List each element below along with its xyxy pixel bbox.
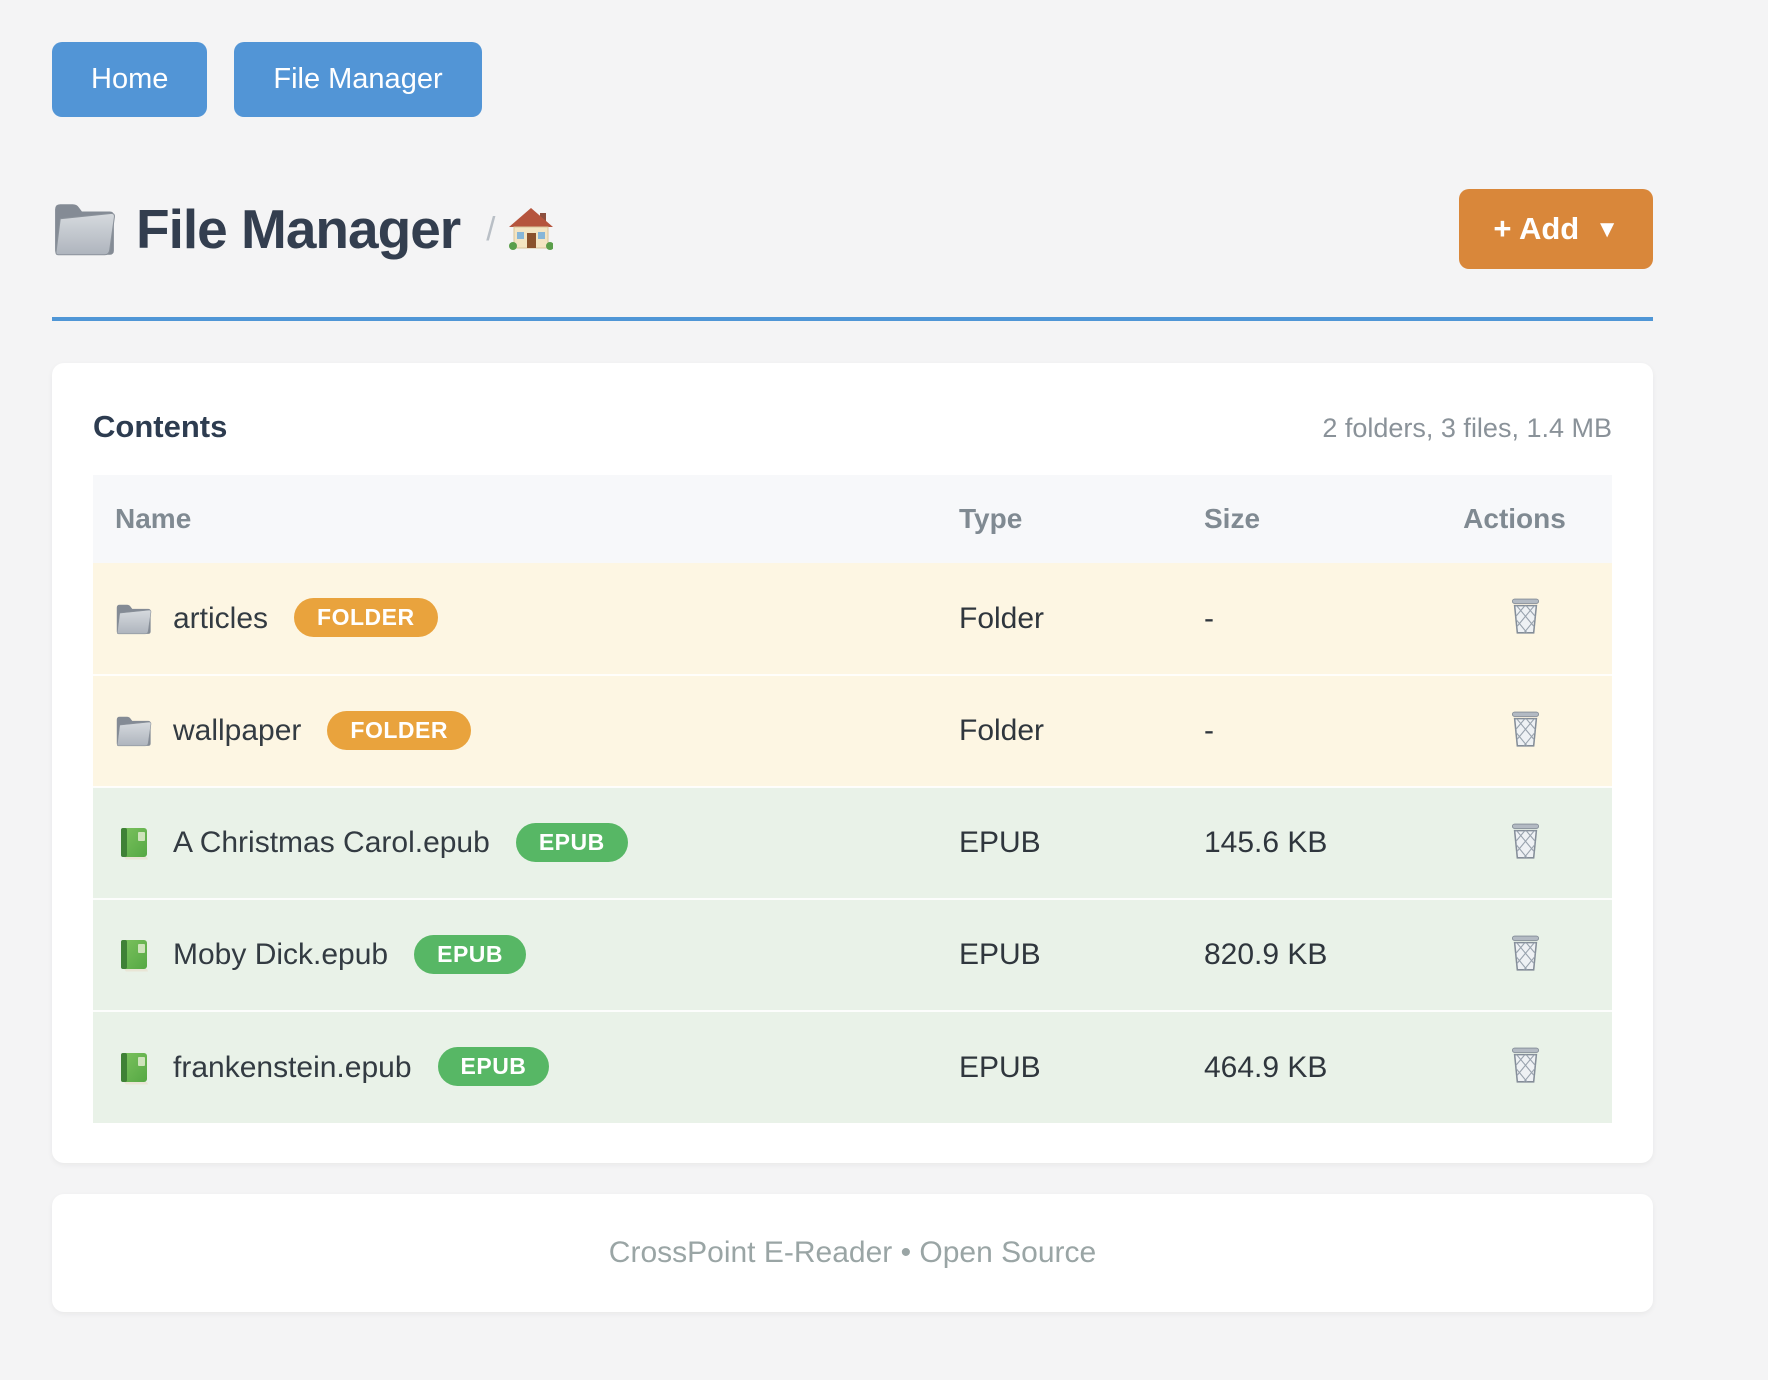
trash-icon [1509, 711, 1542, 748]
file-size: 820.9 KB [1182, 898, 1417, 1011]
contents-card: Contents 2 folders, 3 files, 1.4 MB Name… [52, 363, 1653, 1163]
file-type: EPUB [937, 786, 1182, 899]
breadcrumb-separator: / [486, 210, 496, 247]
file-table: Name Type Size Actions articles FOLDER Fold… [93, 475, 1612, 1123]
file-size: 145.6 KB [1182, 786, 1417, 899]
delete-button[interactable] [1505, 1043, 1546, 1088]
file-name-link[interactable]: articles [173, 601, 269, 635]
file-size: 464.9 KB [1182, 1010, 1417, 1123]
folder-icon [116, 603, 152, 634]
contents-card-header: Contents 2 folders, 3 files, 1.4 MB [93, 403, 1612, 445]
table-row: wallpaper FOLDER Folder - [93, 674, 1612, 787]
type-badge: EPUB [515, 822, 628, 862]
type-badge: FOLDER [294, 598, 438, 637]
table-row: Moby Dick.epub EPUB EPUB 820.9 KB [93, 898, 1612, 1011]
type-badge: EPUB [437, 1047, 550, 1086]
file-type: Folder [959, 601, 1045, 635]
table-header-row: Name Type Size Actions [93, 475, 1612, 563]
header-divider [52, 317, 1653, 321]
file-name-link[interactable]: A Christmas Carol.epub [173, 826, 490, 859]
page: Home File Manager File Manager / + Add ▼… [52, 42, 1653, 1312]
footer-text: CrossPoint E-Reader • Open Source [608, 1236, 1097, 1269]
trash-icon [1509, 935, 1542, 972]
page-title: File Manager [136, 198, 461, 260]
file-name-cell: wallpaper FOLDER [115, 710, 937, 751]
green-book-icon [121, 1052, 148, 1084]
table-row: A Christmas Carol.epub EPUB EPUB 145.6 K… [93, 786, 1612, 899]
table-row: articles FOLDER Folder - [93, 563, 1612, 675]
folder-icon [54, 203, 115, 256]
delete-button[interactable] [1505, 594, 1546, 639]
file-name-cell: frankenstein.epub EPUB [115, 1047, 937, 1087]
file-name-link[interactable]: frankenstein.epub [173, 1050, 412, 1084]
type-badge: EPUB [414, 934, 527, 974]
file-name-link[interactable]: Moby Dick.epub [173, 938, 389, 971]
add-button-label: + Add [1493, 211, 1580, 246]
file-name-cell: Moby Dick.epub EPUB [115, 934, 937, 975]
file-type: EPUB [937, 1010, 1182, 1123]
caret-down-icon: ▼ [1595, 216, 1619, 243]
column-header-actions: Actions [1417, 475, 1612, 563]
column-header-name: Name [93, 475, 937, 563]
trash-icon [1509, 1047, 1542, 1084]
file-type: EPUB [937, 898, 1182, 1011]
contents-summary: 2 folders, 3 files, 1.4 MB [1322, 413, 1612, 443]
nav-home-button[interactable]: Home [52, 42, 208, 117]
file-name-cell: A Christmas Carol.epub EPUB [115, 822, 937, 863]
green-book-icon [121, 940, 148, 972]
table-row: frankenstein.epub EPUB EPUB 464.9 KB [93, 1010, 1612, 1123]
title-group: File Manager / [52, 197, 554, 261]
trash-icon [1509, 823, 1542, 860]
green-book-icon [121, 828, 148, 860]
page-header: File Manager / + Add ▼ [52, 189, 1653, 269]
folder-icon [116, 716, 152, 747]
top-nav: Home File Manager [52, 42, 1653, 117]
delete-button[interactable] [1505, 819, 1546, 864]
column-header-size: Size [1182, 475, 1417, 563]
breadcrumb-home-link[interactable] [509, 208, 554, 250]
nav-file-manager-button[interactable]: File Manager [234, 42, 482, 117]
trash-icon [1509, 598, 1542, 635]
delete-button[interactable] [1505, 931, 1546, 976]
contents-title: Contents [93, 409, 228, 444]
add-button[interactable]: + Add ▼ [1459, 189, 1653, 269]
file-name-cell: articles FOLDER [115, 598, 937, 638]
house-icon [509, 208, 554, 250]
type-badge: FOLDER [327, 710, 471, 750]
delete-button[interactable] [1505, 707, 1546, 752]
file-name-link[interactable]: wallpaper [173, 714, 302, 747]
file-type: Folder [937, 674, 1182, 787]
file-size: - [1182, 674, 1417, 787]
footer: CrossPoint E-Reader • Open Source [52, 1194, 1653, 1312]
file-size: - [1204, 601, 1214, 635]
column-header-type: Type [937, 475, 1182, 563]
